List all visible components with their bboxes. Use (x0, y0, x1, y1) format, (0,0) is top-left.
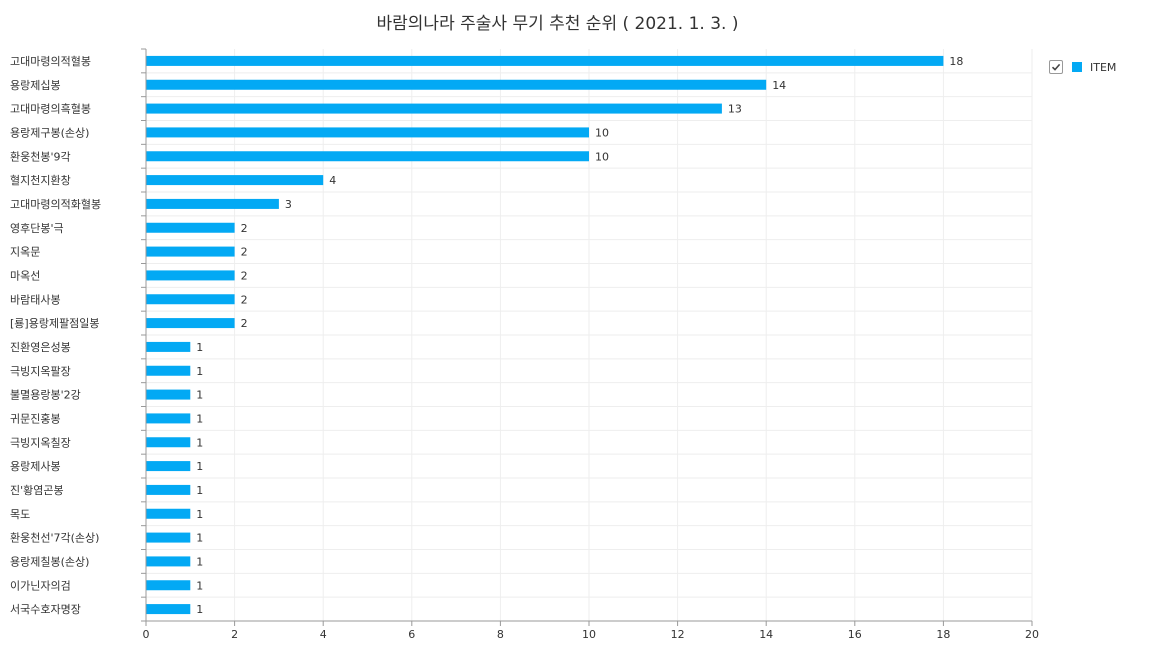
x-tick-label: 14 (759, 628, 773, 641)
x-tick-label: 0 (143, 628, 150, 641)
legend: ITEM (1049, 60, 1116, 74)
data-label: 4 (329, 174, 336, 187)
chart-title: 바람의나라 주술사 무기 추천 순위 ( 2021. 1. 3. ) (376, 14, 739, 34)
category-label: 마옥선 (10, 269, 40, 282)
category-label: 고대마령의흑혈봉 (10, 102, 91, 116)
category-label: 서국수호자명장 (10, 603, 81, 616)
bar-15[interactable] (146, 413, 191, 424)
bar-12[interactable] (146, 341, 191, 352)
category-label: 지옥문 (10, 246, 40, 259)
bar-4[interactable] (146, 151, 589, 162)
axes (141, 48, 1032, 622)
category-label: 이가닌자의검 (10, 579, 71, 592)
data-label: 2 (241, 293, 248, 306)
bar-13[interactable] (146, 365, 191, 376)
bar-8[interactable] (146, 246, 235, 257)
bar-16[interactable] (146, 437, 191, 448)
x-tick-label: 10 (582, 628, 596, 641)
bar-11[interactable] (146, 318, 235, 329)
bar-1[interactable] (146, 79, 767, 90)
category-label: 용랑제칠봉(손상) (10, 555, 89, 568)
data-label: 1 (196, 341, 203, 354)
value-labels: 18 14 13 10 10 4 3 2 2 2 2 2 1 1 1 1 1 1 1 1 1 1 1 1 (196, 55, 963, 616)
data-label: 1 (196, 603, 203, 616)
grid-lines (145, 49, 1033, 621)
category-label: 환웅천선'7각(손상) (10, 531, 99, 545)
x-tick-label: 2 (231, 628, 238, 641)
data-label: 2 (241, 222, 248, 235)
category-label: 환웅천봉'9각 (10, 149, 71, 163)
data-label: 2 (241, 317, 248, 330)
bar-23[interactable] (146, 604, 191, 615)
x-tick-label: 6 (408, 628, 415, 641)
x-tick-label: 20 (1025, 628, 1039, 641)
legend-label[interactable]: ITEM (1090, 60, 1117, 74)
category-label: 극빙지옥칠장 (10, 436, 71, 449)
data-label: 18 (949, 55, 963, 68)
bar-9[interactable] (146, 270, 235, 281)
category-label: [룡]용랑제팔점일봉 (10, 316, 100, 330)
data-label: 1 (196, 484, 203, 497)
category-label: 귀문진홍봉 (10, 411, 61, 425)
x-axis-ticks: 0 2 4 6 8 10 12 14 16 18 20 (143, 621, 1039, 641)
data-label: 14 (772, 79, 786, 92)
bar-5[interactable] (146, 175, 324, 186)
x-tick-label: 8 (497, 628, 504, 641)
data-label: 10 (595, 126, 609, 139)
data-label: 2 (241, 269, 248, 282)
bars (146, 55, 944, 615)
data-label: 10 (595, 150, 609, 163)
category-label: 혈지천지환창 (10, 173, 71, 187)
bar-17[interactable] (146, 461, 191, 472)
category-label: 목도 (10, 508, 30, 521)
x-tick-label: 16 (848, 628, 862, 641)
data-label: 13 (728, 103, 742, 116)
data-label: 3 (285, 198, 292, 211)
x-tick-label: 12 (671, 628, 685, 641)
category-label: 바람태사봉 (10, 293, 61, 306)
category-label: 극빙지옥팔장 (10, 365, 71, 378)
data-label: 1 (196, 436, 203, 449)
legend-swatch (1072, 62, 1082, 72)
data-label: 1 (196, 579, 203, 592)
data-label: 1 (196, 389, 203, 402)
bar-6[interactable] (146, 198, 279, 209)
bar-22[interactable] (146, 580, 191, 591)
data-label: 1 (196, 460, 203, 473)
category-label: 진환영은성봉 (10, 341, 71, 354)
category-label: 고대마령의적화혈봉 (10, 197, 101, 211)
check-icon (1051, 63, 1061, 71)
data-label: 1 (196, 555, 203, 568)
bar-14[interactable] (146, 389, 191, 400)
data-label: 1 (196, 508, 203, 521)
bar-10[interactable] (146, 294, 235, 305)
category-label: 용랑제십봉 (10, 79, 61, 92)
category-label: 용랑제구봉(손상) (10, 126, 89, 139)
bar-19[interactable] (146, 508, 191, 519)
legend-toggle-checkbox[interactable] (1049, 60, 1063, 74)
x-tick-label: 18 (936, 628, 950, 641)
bar-20[interactable] (146, 532, 191, 543)
category-label: 불멸용랑봉'2강 (10, 389, 81, 402)
bar-18[interactable] (146, 484, 191, 495)
data-label: 2 (241, 246, 248, 259)
data-label: 1 (196, 412, 203, 425)
data-label: 1 (196, 532, 203, 545)
bar-0[interactable] (146, 55, 944, 66)
category-label: 고대마령의적혈봉 (10, 54, 91, 68)
bar-21[interactable] (146, 556, 191, 567)
bar-3[interactable] (146, 127, 589, 138)
category-label: 영후단봉'극 (10, 222, 64, 235)
x-tick-label: 4 (320, 628, 327, 641)
category-label: 진'황염곤봉 (10, 484, 64, 497)
data-label: 1 (196, 365, 203, 378)
bar-7[interactable] (146, 222, 235, 233)
bar-2[interactable] (146, 103, 722, 114)
category-label: 용랑제사봉 (10, 460, 61, 473)
